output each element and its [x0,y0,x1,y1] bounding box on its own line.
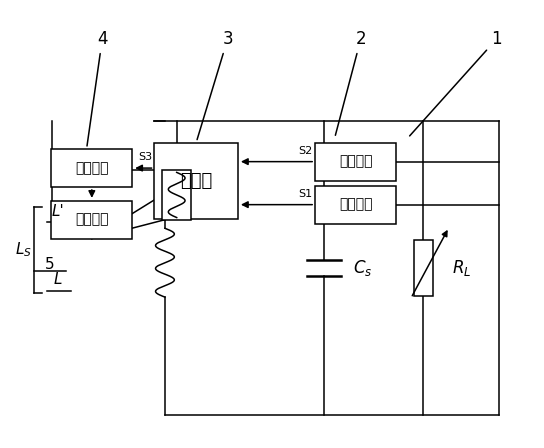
Text: S1: S1 [298,189,312,199]
Text: 5: 5 [45,257,55,272]
Bar [315,143,396,181]
Bar [315,186,396,224]
Bar [162,170,191,220]
Text: 驱动电路: 驱动电路 [75,213,109,227]
Text: $R_L$: $R_L$ [452,258,472,278]
Text: 2: 2 [336,30,366,135]
Text: $L_S$: $L_S$ [15,241,32,259]
Text: 1: 1 [410,30,502,136]
Bar [51,201,132,239]
Text: 4: 4 [87,30,108,146]
Text: 控制器: 控制器 [180,172,212,190]
Text: 隔离电路: 隔离电路 [75,161,109,175]
Text: L': L' [52,203,64,219]
Bar [413,240,434,296]
Text: S2: S2 [298,146,312,156]
Text: 3: 3 [197,30,233,140]
Text: S3: S3 [138,152,152,163]
Bar [51,149,132,187]
Text: 采样电路: 采样电路 [339,155,372,168]
Text: 过零检测: 过零检测 [339,198,372,211]
Bar [154,143,238,219]
Text: L: L [54,272,62,288]
Text: $C_s$: $C_s$ [353,258,372,278]
